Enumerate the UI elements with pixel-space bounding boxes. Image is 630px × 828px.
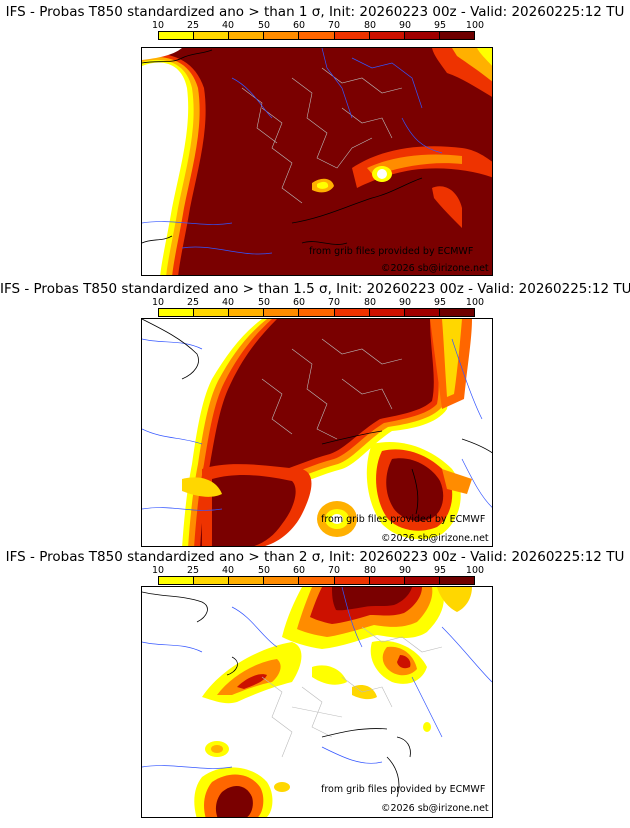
colorbar-swatch — [439, 32, 474, 39]
colorbar-swatch — [159, 577, 195, 584]
colorbar — [158, 31, 475, 40]
colorbar-swatch — [299, 309, 335, 316]
credit-source: from grib files provided by ECMWF — [321, 514, 486, 525]
colorbar-swatch — [334, 32, 370, 39]
colorbar-swatch — [369, 309, 405, 316]
colorbar-tick: 10 — [151, 20, 165, 31]
colorbar-tick: 60 — [292, 20, 306, 31]
panel-title: IFS - Probas T850 standardized ano > tha… — [0, 281, 630, 297]
credit-copyright: ©2026 sb@irizone.net — [381, 803, 489, 814]
colorbar — [158, 308, 475, 317]
colorbar-tick: 100 — [465, 297, 485, 308]
colorbar-tick: 60 — [292, 565, 306, 576]
colorbar-swatch — [404, 309, 440, 316]
colorbar-tick: 95 — [433, 20, 447, 31]
colorbar-tick: 100 — [465, 20, 485, 31]
colorbar-swatch — [159, 32, 195, 39]
credit-source: from grib files provided by ECMWF — [321, 784, 486, 795]
colorbar-swatch — [229, 577, 265, 584]
colorbar-swatch — [369, 577, 405, 584]
colorbar-tick: 50 — [257, 20, 271, 31]
colorbar-tick: 10 — [151, 565, 165, 576]
colorbar-swatch — [369, 32, 405, 39]
colorbar-tick: 90 — [398, 20, 412, 31]
credit-copyright: ©2026 sb@irizone.net — [381, 263, 489, 274]
colorbar-swatch — [264, 309, 300, 316]
colorbar-tick: 40 — [221, 20, 235, 31]
credit-source: from grib files provided by ECMWF — [309, 246, 474, 257]
colorbar-tick: 70 — [327, 565, 341, 576]
probability-map — [141, 47, 493, 276]
colorbar-tick: 50 — [257, 565, 271, 576]
colorbar-swatch — [299, 577, 335, 584]
probability-map — [141, 318, 493, 547]
colorbar-tick: 10 — [151, 297, 165, 308]
colorbar-tick: 90 — [398, 297, 412, 308]
colorbar-tick: 80 — [363, 20, 377, 31]
colorbar-tick: 70 — [327, 20, 341, 31]
colorbar-swatch — [264, 32, 300, 39]
colorbar-tick: 90 — [398, 565, 412, 576]
colorbar-labels: 10 25 40 50 60 70 80 90 95 100 — [150, 20, 484, 31]
colorbar-tick: 40 — [221, 297, 235, 308]
colorbar-swatch — [439, 309, 474, 316]
colorbar-swatch — [439, 577, 474, 584]
colorbar-swatch — [299, 32, 335, 39]
credit-copyright: ©2026 sb@irizone.net — [381, 533, 489, 544]
colorbar-swatch — [334, 577, 370, 584]
colorbar-tick: 50 — [257, 297, 271, 308]
colorbar-swatch — [194, 309, 230, 316]
colorbar-tick: 60 — [292, 297, 306, 308]
colorbar-tick: 70 — [327, 297, 341, 308]
colorbar-tick: 100 — [465, 565, 485, 576]
colorbar-tick: 25 — [186, 565, 200, 576]
colorbar-labels: 10 25 40 50 60 70 80 90 95 100 — [150, 297, 484, 308]
colorbar-swatch — [404, 577, 440, 584]
colorbar-tick: 80 — [363, 297, 377, 308]
colorbar-swatch — [194, 577, 230, 584]
panel-1: IFS - Probas T850 standardized ano > tha… — [0, 0, 630, 276]
colorbar-swatch — [404, 32, 440, 39]
panel-3: IFS - Probas T850 standardized ano > tha… — [0, 545, 630, 828]
colorbar-tick: 95 — [433, 565, 447, 576]
colorbar-tick: 25 — [186, 297, 200, 308]
colorbar-labels: 10 25 40 50 60 70 80 90 95 100 — [150, 565, 484, 576]
colorbar-tick: 80 — [363, 565, 377, 576]
colorbar-tick: 40 — [221, 565, 235, 576]
colorbar-swatch — [264, 577, 300, 584]
colorbar-swatch — [334, 309, 370, 316]
probability-map — [141, 586, 493, 818]
colorbar-swatch — [229, 32, 265, 39]
panel-title: IFS - Probas T850 standardized ano > tha… — [5, 4, 625, 20]
colorbar — [158, 576, 475, 585]
colorbar-tick: 25 — [186, 20, 200, 31]
colorbar-swatch — [159, 309, 195, 316]
colorbar-swatch — [194, 32, 230, 39]
panel-title: IFS - Probas T850 standardized ano > tha… — [5, 549, 625, 565]
colorbar-swatch — [229, 309, 265, 316]
colorbar-tick: 95 — [433, 297, 447, 308]
panel-2: IFS - Probas T850 standardized ano > tha… — [0, 277, 630, 547]
